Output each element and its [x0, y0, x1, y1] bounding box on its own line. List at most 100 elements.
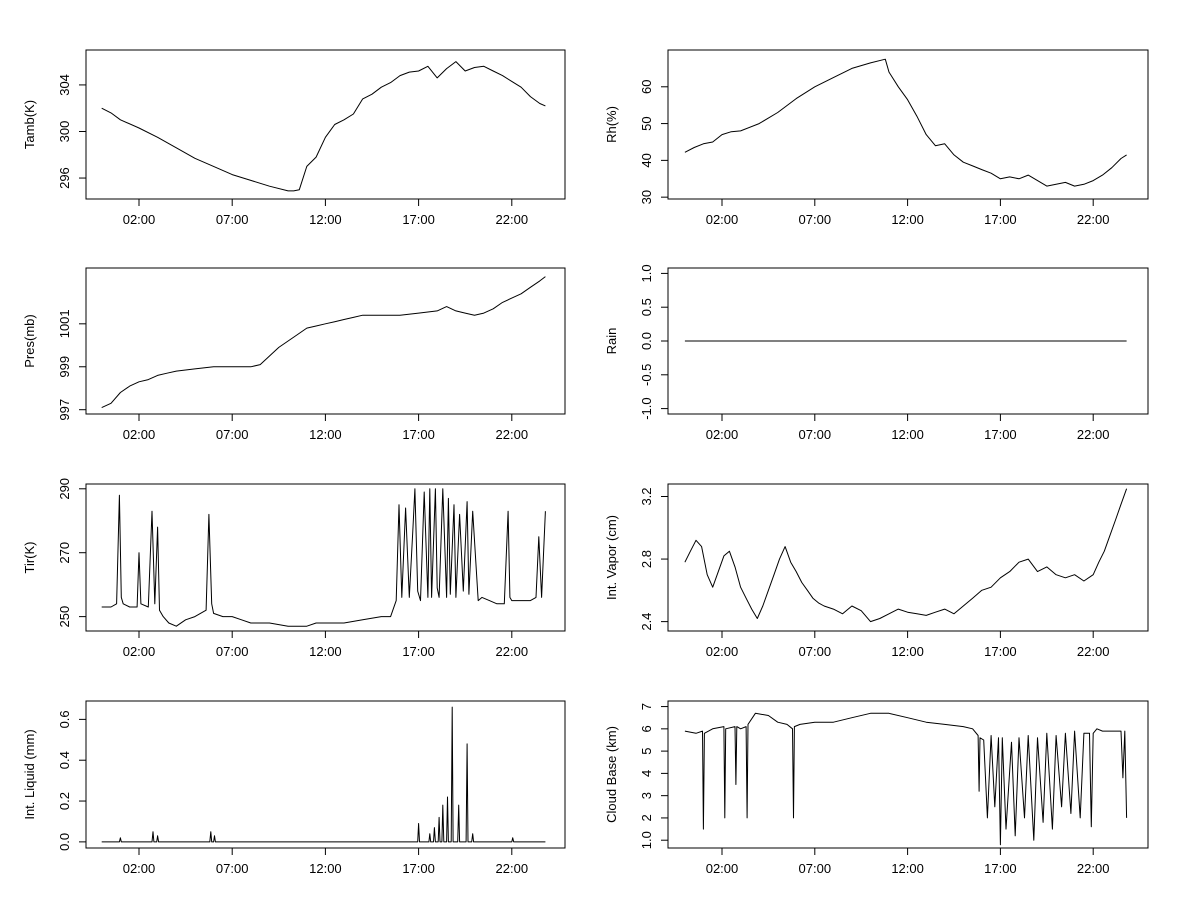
- x-axis: 02:00 07:00 12:00 17:00 22:00: [123, 848, 528, 876]
- y-tick-label: 2: [639, 814, 654, 821]
- x-tick-label: 12:00: [309, 861, 342, 876]
- plot-frame: [667, 49, 1149, 200]
- x-tick-label: 12:00: [309, 644, 342, 659]
- x-tick-label: 12:00: [891, 212, 924, 227]
- x-tick-label: 22:00: [1077, 427, 1110, 442]
- panel-6: 02:00 07:00 12:00 17:00 22:00 2.4 2.8 3.2 Int. V…: [604, 483, 1149, 659]
- y-tick-label: 2.8: [639, 550, 654, 568]
- plot-frame: [667, 483, 1149, 632]
- series-line: [101, 276, 546, 409]
- x-tick-label: 07:00: [216, 212, 249, 227]
- x-tick-label: 22:00: [496, 644, 529, 659]
- x-tick-label: 02:00: [706, 427, 739, 442]
- x-axis: 02:00 07:00 12:00 17:00 22:00: [706, 414, 1110, 442]
- x-tick-label: 02:00: [123, 644, 156, 659]
- y-axis-title: Pres(mb): [22, 314, 37, 367]
- y-tick-label: 1001: [57, 309, 72, 338]
- x-tick-label: 12:00: [309, 212, 342, 227]
- y-axis: 250 270 290: [57, 478, 87, 628]
- y-axis: 0.0 0.2 0.4 0.6: [57, 710, 87, 851]
- y-tick-label: 2.4: [639, 613, 654, 631]
- x-tick-label: 12:00: [891, 427, 924, 442]
- x-tick-label: 12:00: [891, 861, 924, 876]
- y-axis: 296 300 304: [57, 74, 87, 189]
- y-axis: 1.0 2 3 4 5 6 7: [639, 703, 669, 849]
- x-tick-label: 17:00: [402, 861, 435, 876]
- y-tick-label: 999: [57, 356, 72, 378]
- y-tick-label: 1.0: [639, 831, 654, 849]
- y-tick-label: 7: [639, 703, 654, 710]
- x-tick-label: 02:00: [706, 644, 739, 659]
- series-line: [101, 706, 546, 843]
- panel-5: 02:00 07:00 12:00 17:00 22:00 250 270 290 Tir(K): [22, 478, 566, 659]
- y-tick-label: 30: [639, 190, 654, 204]
- y-axis-title: Rh(%): [604, 106, 619, 143]
- y-tick-label: 3.2: [639, 487, 654, 505]
- x-tick-label: 02:00: [123, 212, 156, 227]
- panel-4: 02:00 07:00 12:00 17:00 22:00 -1.0 -0.5 0.0 0.5 1…: [604, 264, 1149, 442]
- x-axis: 02:00 07:00 12:00 17:00 22:00: [706, 199, 1110, 227]
- y-axis-title: Rain: [604, 328, 619, 355]
- panel-1: 02:00 07:00 12:00 17:00 22:00 296 300 304 Tamb(K…: [22, 49, 566, 227]
- y-tick-label: 290: [57, 478, 72, 500]
- y-axis: 997 999 1001: [57, 309, 87, 421]
- y-tick-label: 296: [57, 167, 72, 189]
- y-tick-label: 0.6: [57, 710, 72, 728]
- y-tick-label: 1.0: [639, 264, 654, 282]
- series-line: [684, 712, 1128, 846]
- y-axis-title: Tir(K): [22, 541, 37, 573]
- y-axis: 30 40 50 60: [639, 80, 669, 204]
- y-tick-label: 0.0: [639, 332, 654, 350]
- y-axis: -1.0 -0.5 0.0 0.5 1.0: [639, 264, 669, 420]
- x-tick-label: 02:00: [706, 212, 739, 227]
- x-tick-label: 17:00: [984, 644, 1017, 659]
- y-tick-label: 60: [639, 80, 654, 94]
- y-tick-label: -1.0: [639, 397, 654, 419]
- panel-2: 02:00 07:00 12:00 17:00 22:00 30 40 50 60 Rh(%): [604, 49, 1149, 227]
- x-tick-label: 07:00: [216, 644, 249, 659]
- series-line: [684, 58, 1127, 187]
- y-tick-label: 50: [639, 116, 654, 130]
- y-tick-label: 270: [57, 542, 72, 564]
- y-tick-label: 304: [57, 74, 72, 96]
- x-tick-label: 17:00: [402, 212, 435, 227]
- y-tick-label: 4: [639, 770, 654, 777]
- x-tick-label: 22:00: [496, 212, 529, 227]
- y-tick-label: 40: [639, 153, 654, 167]
- panel-8: 02:00 07:00 12:00 17:00 22:00 1.0 2 3 4 5 6 7 Cloud …: [604, 700, 1149, 876]
- x-axis: 02:00 07:00 12:00 17:00 22:00: [706, 631, 1110, 659]
- x-tick-label: 17:00: [984, 212, 1017, 227]
- x-tick-label: 22:00: [1077, 212, 1110, 227]
- plot-frame: [85, 700, 566, 849]
- series-line: [684, 488, 1128, 623]
- plot-frame: [85, 267, 566, 415]
- x-tick-label: 07:00: [799, 644, 832, 659]
- panel-7: 02:00 07:00 12:00 17:00 22:00 0.0 0.2 0.4 0.6 Int…: [22, 700, 566, 876]
- x-tick-label: 07:00: [216, 427, 249, 442]
- panel-3: 02:00 07:00 12:00 17:00 22:00 997 999 1001 Pres(…: [22, 267, 566, 442]
- y-tick-label: 0.5: [639, 298, 654, 316]
- x-tick-label: 07:00: [799, 212, 832, 227]
- x-axis: 02:00 07:00 12:00 17:00 22:00: [123, 631, 528, 659]
- y-tick-label: 3: [639, 792, 654, 799]
- x-axis: 02:00 07:00 12:00 17:00 22:00: [123, 414, 528, 442]
- y-tick-label: 0.2: [57, 792, 72, 810]
- y-tick-label: 5: [639, 747, 654, 754]
- y-tick-label: 0.4: [57, 751, 72, 769]
- y-axis-title: Int. Liquid (mm): [22, 729, 37, 819]
- x-axis: 02:00 07:00 12:00 17:00 22:00: [123, 199, 528, 227]
- y-tick-label: -0.5: [639, 364, 654, 386]
- x-tick-label: 17:00: [402, 427, 435, 442]
- x-tick-label: 22:00: [496, 427, 529, 442]
- x-tick-label: 17:00: [984, 427, 1017, 442]
- x-tick-label: 02:00: [123, 861, 156, 876]
- x-tick-label: 22:00: [1077, 644, 1110, 659]
- x-tick-label: 22:00: [496, 861, 529, 876]
- x-tick-label: 17:00: [402, 644, 435, 659]
- x-tick-label: 02:00: [123, 427, 156, 442]
- x-tick-label: 07:00: [799, 861, 832, 876]
- y-tick-label: 250: [57, 606, 72, 628]
- x-tick-label: 02:00: [706, 861, 739, 876]
- y-axis-title: Cloud Base (km): [604, 726, 619, 823]
